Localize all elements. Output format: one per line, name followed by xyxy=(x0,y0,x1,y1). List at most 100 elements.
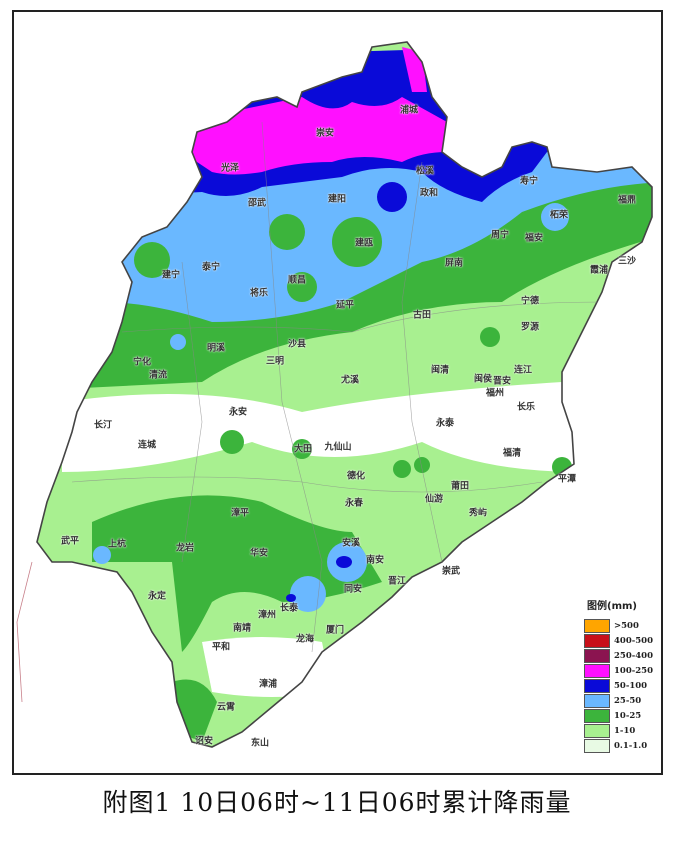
legend-swatch xyxy=(584,648,610,663)
legend-swatch xyxy=(584,663,610,678)
legend-label: 0.1-1.0 xyxy=(614,740,648,751)
legend-item: 50-100 xyxy=(573,678,653,693)
legend: 图例(mm) >500 400-500 250-400 100-250 50-100 25… xyxy=(573,597,653,753)
legend-label: 400-500 xyxy=(614,635,654,646)
county-label: 寿宁 xyxy=(519,176,539,187)
county-label: 云霄 xyxy=(216,702,236,713)
legend-label: 25-50 xyxy=(614,695,642,706)
county-label: 德化 xyxy=(346,471,366,482)
county-label: 平潭 xyxy=(557,474,577,485)
legend-item: >500 xyxy=(573,618,653,633)
county-label: 福州 xyxy=(485,388,505,399)
county-label: 同安 xyxy=(343,584,363,595)
legend-swatch xyxy=(584,723,610,738)
county-label: 建阳 xyxy=(327,194,347,205)
county-label: 南安 xyxy=(365,555,385,566)
county-label: 龙海 xyxy=(295,634,315,645)
legend-swatch xyxy=(584,738,610,753)
county-label: 莆田 xyxy=(450,481,470,492)
county-label: 上杭 xyxy=(107,539,127,550)
county-boundaries xyxy=(71,121,603,653)
county-label: 顺昌 xyxy=(287,275,307,286)
legend-item: 0.1-1.0 xyxy=(573,738,653,753)
county-label: 建宁 xyxy=(161,270,181,281)
county-label: 沙县 xyxy=(287,339,307,350)
legend-item: 10-25 xyxy=(573,708,653,723)
legend-swatch xyxy=(584,633,610,648)
county-label: 南靖 xyxy=(232,623,252,634)
county-label: 平和 xyxy=(211,642,231,653)
legend-item: 250-400 xyxy=(573,648,653,663)
map-frame: 浦城 崇安 光泽 松溪 政和 邵武 建阳 寿宁 福鼎 柘荣 周宁 福安 霞浦 三沙 建宁 泰宁 将乐 顺昌 建瓯 屏南… xyxy=(12,10,663,775)
county-label: 福鼎 xyxy=(617,195,637,206)
county-label: 将乐 xyxy=(249,288,269,299)
county-label: 政和 xyxy=(419,188,439,199)
county-label: 连江 xyxy=(513,365,533,376)
county-label: 永春 xyxy=(344,498,364,509)
county-label: 连城 xyxy=(137,440,157,451)
county-label: 浦城 xyxy=(399,105,419,116)
legend-label: 1-10 xyxy=(614,725,636,736)
county-label: 漳州 xyxy=(257,610,277,621)
county-label: 崇安 xyxy=(315,128,335,139)
county-label: 光泽 xyxy=(220,163,240,174)
county-label: 周宁 xyxy=(490,230,510,241)
neighbor-boundary xyxy=(16,561,33,703)
county-label: 福清 xyxy=(502,448,522,459)
county-label: 安溪 xyxy=(341,538,361,549)
legend-label: 10-25 xyxy=(614,710,642,721)
county-label: 霞浦 xyxy=(589,265,609,276)
legend-label: 100-250 xyxy=(614,665,654,676)
county-label: 长泰 xyxy=(279,603,299,614)
county-label: 厦门 xyxy=(325,625,345,636)
county-label: 福安 xyxy=(524,233,544,244)
county-label: 九仙山 xyxy=(324,442,352,453)
county-label: 柘荣 xyxy=(549,210,569,221)
figure-caption: 附图1 10日06时~11日06时累计降雨量 xyxy=(102,788,572,817)
county-label: 东山 xyxy=(250,738,270,749)
county-label: 长乐 xyxy=(516,402,536,413)
legend-swatch xyxy=(584,618,610,633)
legend-swatch xyxy=(584,678,610,693)
county-label: 邵武 xyxy=(247,198,267,209)
county-label: 漳浦 xyxy=(258,679,278,690)
county-label: 古田 xyxy=(412,310,432,321)
county-label: 大田 xyxy=(293,444,313,455)
rainfall-fill xyxy=(37,42,652,747)
county-label: 松溪 xyxy=(415,166,435,177)
county-label: 永泰 xyxy=(435,418,455,429)
county-label: 闽清 xyxy=(430,365,450,376)
county-label: 晋安 xyxy=(492,376,512,387)
county-label: 崇武 xyxy=(441,566,461,577)
county-label: 明溪 xyxy=(206,343,226,354)
legend-label: 50-100 xyxy=(614,680,648,691)
county-label: 永安 xyxy=(228,407,248,418)
county-label: 屏南 xyxy=(444,258,464,269)
county-label: 宁化 xyxy=(132,357,152,368)
rainfall-map xyxy=(16,41,653,748)
county-label: 三沙 xyxy=(617,256,637,267)
county-label: 尤溪 xyxy=(340,375,360,386)
county-label: 漳平 xyxy=(230,508,250,519)
county-label: 诏安 xyxy=(194,736,214,747)
county-label: 泰宁 xyxy=(201,262,221,273)
county-label: 武平 xyxy=(60,536,80,547)
county-label: 宁德 xyxy=(520,296,540,307)
county-label: 延平 xyxy=(335,300,355,311)
legend-item: 25-50 xyxy=(573,693,653,708)
legend-swatch xyxy=(584,693,610,708)
county-label: 长汀 xyxy=(93,420,113,431)
county-label: 永定 xyxy=(147,591,167,602)
county-label: 罗源 xyxy=(520,322,540,333)
county-label: 闽侯 xyxy=(473,374,493,385)
county-label: 清流 xyxy=(148,370,168,381)
county-label: 秀屿 xyxy=(468,508,488,519)
county-label: 仙游 xyxy=(424,494,444,505)
county-label: 三明 xyxy=(265,356,285,367)
county-label: 华安 xyxy=(249,548,269,559)
legend-label: 250-400 xyxy=(614,650,654,661)
legend-label: >500 xyxy=(614,620,639,631)
county-label: 晋江 xyxy=(387,576,407,587)
legend-item: 1-10 xyxy=(573,723,653,738)
legend-swatch xyxy=(584,708,610,723)
